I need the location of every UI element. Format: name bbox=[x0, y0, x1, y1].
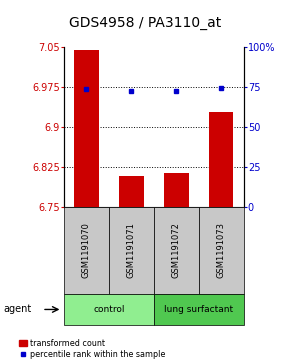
Text: lung surfactant: lung surfactant bbox=[164, 305, 233, 314]
Text: GSM1191070: GSM1191070 bbox=[82, 223, 91, 278]
Text: GSM1191071: GSM1191071 bbox=[127, 223, 136, 278]
Text: GDS4958 / PA3110_at: GDS4958 / PA3110_at bbox=[69, 16, 221, 30]
Bar bbox=[164, 174, 189, 207]
Bar bbox=[209, 112, 233, 207]
Text: agent: agent bbox=[3, 305, 31, 314]
Text: GSM1191073: GSM1191073 bbox=[217, 223, 226, 278]
Legend: transformed count, percentile rank within the sample: transformed count, percentile rank withi… bbox=[19, 339, 165, 359]
Text: GSM1191072: GSM1191072 bbox=[172, 223, 181, 278]
Bar bbox=[119, 176, 144, 207]
Bar bbox=[74, 50, 99, 207]
Text: control: control bbox=[93, 305, 124, 314]
